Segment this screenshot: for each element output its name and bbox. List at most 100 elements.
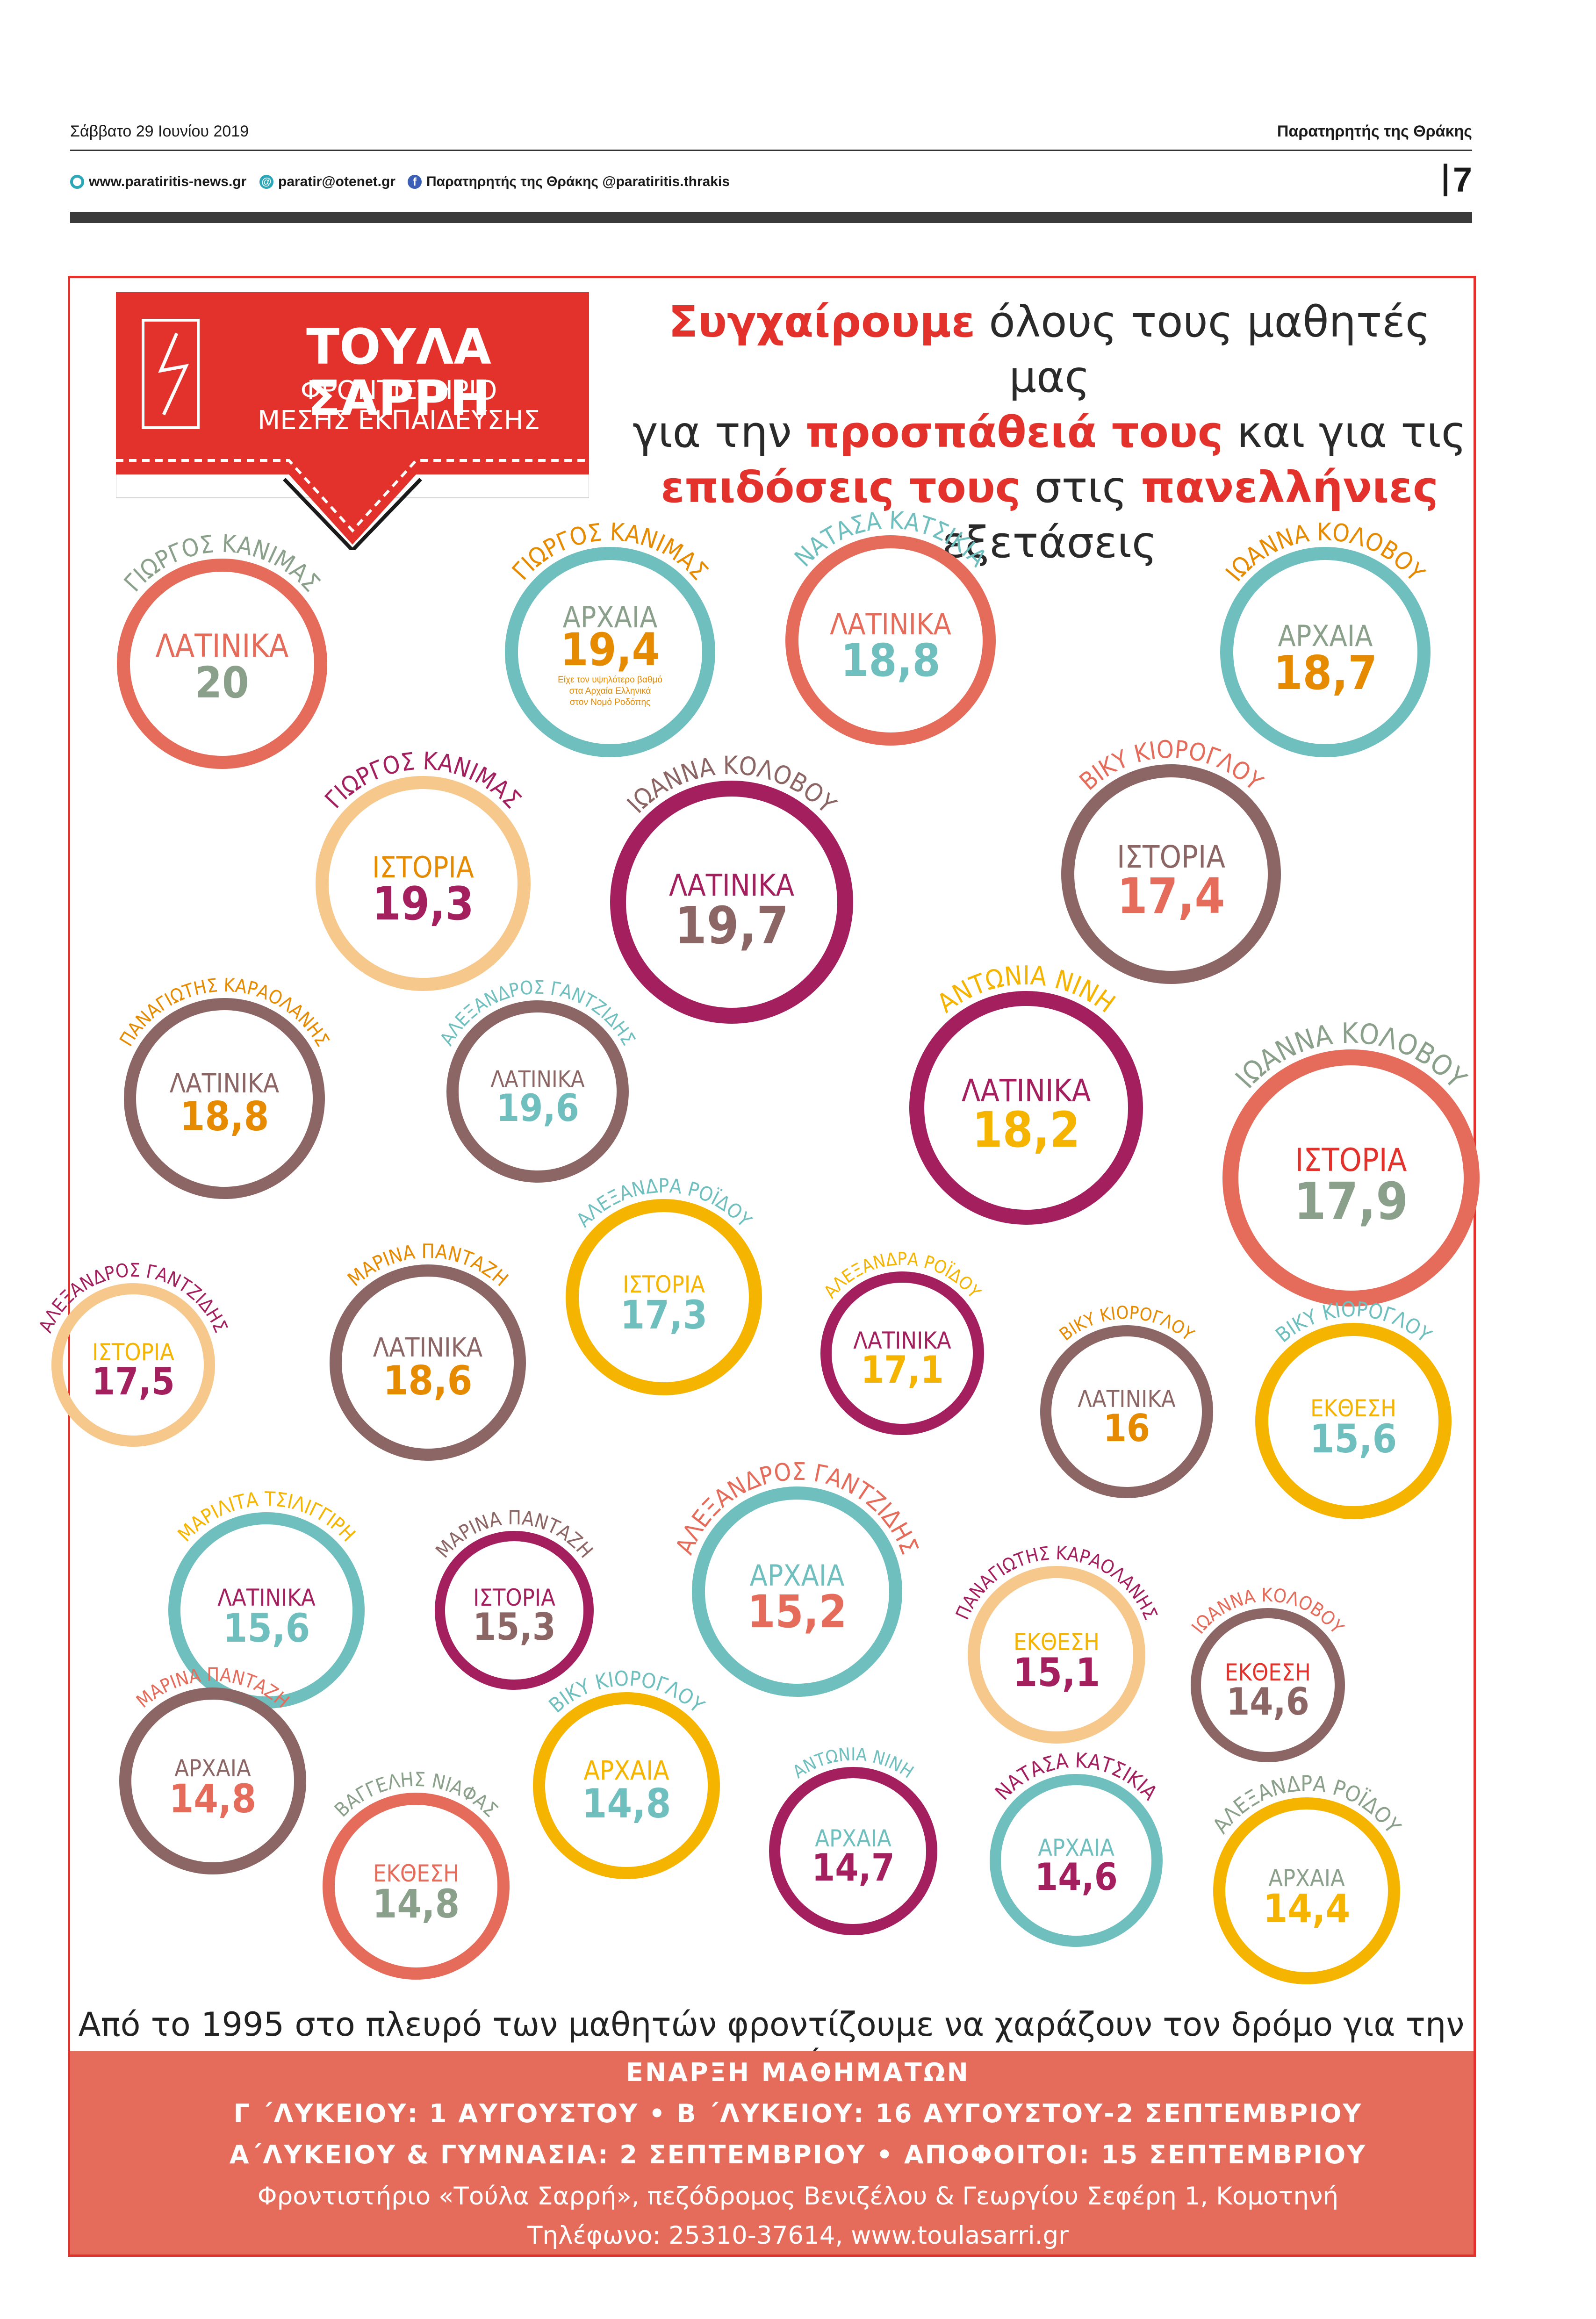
result-circle: ΒΑΓΓΕΛΗΣ ΝΙΑΦΑΣ ΕΚΘΕΣΗ 14,8 <box>280 1751 552 2022</box>
subject-label: ΙΣΤΟΡΙΑ <box>1295 1142 1407 1179</box>
subject-label: ΛΑΤΙΝΙΚΑ <box>1078 1385 1176 1413</box>
result-circle: ΑΝΤΩΝΙΑ ΝΙΝΗ ΑΡΧΑΙΑ 14,7 <box>727 1725 979 1977</box>
result-circle: ΝΑΤΑΣΑ ΚΑΤΣΙΚΙΑ ΑΡΧΑΙΑ 14,6 <box>948 1732 1205 1989</box>
result-circle: ΑΝΤΩΝΙΑ ΝΙΝΗ ΛΑΤΙΝΙΚΑ 18,2 <box>867 949 1185 1267</box>
score-value: 15,1 <box>1013 1649 1100 1695</box>
headline-emphasis: πανελλήνιες <box>1141 462 1438 512</box>
score-value: 17,4 <box>1117 867 1225 925</box>
result-ring <box>990 1774 1163 1947</box>
score-value: 14,4 <box>1263 1885 1351 1931</box>
headline-line3: επιδόσεις τους στις πανελλήνιες εξετάσει… <box>622 460 1477 570</box>
score-value: 16 <box>1103 1407 1150 1450</box>
facebook-contact[interactable]: f Παρατηρητής της Θράκης @paratiritis.th… <box>408 174 730 190</box>
score-value: 14,8 <box>169 1775 257 1822</box>
result-ring-graphic: ΒΙΚΥ ΚΙΟΡΟΓΛΟΥ <box>533 1667 720 1879</box>
headline-emphasis: επιδόσεις τους <box>661 462 1021 512</box>
subject-label: ΛΑΤΙΝΙΚΑ <box>853 1327 951 1354</box>
lightning-icon <box>158 332 189 416</box>
email-link[interactable]: paratir@otenet.gr <box>278 174 395 189</box>
result-ring <box>505 547 715 757</box>
result-ring <box>909 991 1143 1225</box>
result-ring-graphic: ΝΑΤΑΣΑ ΚΑΤΣΙΚΙΑ <box>990 1749 1163 1947</box>
result-ring-graphic: ΜΑΡΙΝΑ ΠΑΝΤΑΖΗ <box>431 1506 597 1690</box>
score-value: 17,9 <box>1294 1171 1409 1231</box>
score-value: 15,6 <box>223 1605 310 1651</box>
student-name: ΒΙΚΥ ΚΙΟΡΟΓΛΟΥ <box>1056 1302 1198 1345</box>
result-circle: ΒΙΚΥ ΚΙΟΡΟΓΛΟΥ ΕΚΘΕΣΗ 15,6 <box>1213 1281 1494 1561</box>
result-ring <box>533 1692 720 1879</box>
result-circle: ΝΑΤΑΣΑ ΚΑΤΣΙΚΙΑ ΛΑΤΙΝΙΚΑ 18,8 <box>743 493 1038 788</box>
result-ring <box>692 1486 902 1697</box>
logo-line1: ΦΡΟΝΤΙΣΤΗΡΙΟ <box>300 375 497 406</box>
result-circle: ΑΛΕΞΑΝΔΡΟΣ ΓΑΝΤΖΙΔΗΣ ΑΡΧΑΙΑ 15,2 <box>650 1444 944 1739</box>
logo-line2: ΜΕΣΗΣ ΕΚΠΑΙΔΕΥΣΗΣ <box>257 405 540 436</box>
subject-label: ΛΑΤΙΝΙΚΑ <box>373 1333 483 1364</box>
subject-label: ΛΑΤΙΝΙΚΑ <box>490 1066 585 1092</box>
result-ring-graphic: ΒΙΚΥ ΚΙΟΡΟΓΛΟΥ <box>1255 1298 1452 1519</box>
result-ring-graphic: ΜΑΡΙΝΑ ΠΑΝΤΑΖΗ <box>119 1664 306 1874</box>
result-ring <box>610 781 853 1024</box>
result-ring <box>820 1271 984 1435</box>
score-value: 18,8 <box>180 1093 269 1140</box>
facebook-link[interactable]: Παρατηρητής της Θράκης @paratiritis.thra… <box>426 174 730 189</box>
headline-text: όλους τους μαθητές μας <box>975 297 1431 402</box>
schedule-line1: Γ ΄ΛΥΚΕΙΟΥ: 1 ΑΥΓΟΥΣΤΟΥ • Β ΄ΛΥΚΕΙΟΥ: 16… <box>233 2099 1363 2128</box>
subject-label: ΑΡΧΑΙΑ <box>1038 1834 1114 1861</box>
score-value: 17,5 <box>92 1360 175 1403</box>
website-link[interactable]: www.paratiritis-news.gr <box>89 174 247 189</box>
score-value: 14,7 <box>812 1846 895 1889</box>
result-circle: ΒΙΚΥ ΚΙΟΡΟΓΛΟΥ ΑΡΧΑΙΑ 14,8 <box>491 1650 762 1921</box>
score-value: 20 <box>195 658 249 708</box>
result-circle: ΙΩΑΝΝΑ ΚΟΛΟΒΟΥ ΙΣΤΟΡΙΑ 17,9 <box>1180 1007 1522 1349</box>
score-value: 15,3 <box>473 1605 556 1649</box>
result-ring <box>446 1000 629 1183</box>
subject-label: ΛΑΤΙΝΙΚΑ <box>669 868 795 903</box>
score-value: 18,6 <box>383 1357 473 1404</box>
result-circle: ΑΛΕΞΑΝΔΡΟΣ ΓΑΝΤΖΙΔΗΣ ΙΣΤΟΡΙΑ 17,5 <box>9 1241 257 1489</box>
logo-name: ΤΟΥΛΑ ΣΑΡΡΗ <box>306 318 491 427</box>
student-name: ΒΙΚΥ ΚΙΟΡΟΓΛΟΥ <box>1271 1298 1436 1348</box>
result-ring-graphic: ΑΛΕΞΑΝΔΡΑ ΡΟΪΔΟΥ <box>1208 1771 1406 1984</box>
schedule-title: ΕΝΑΡΞΗ ΜΑΘΗΜΑΤΩΝ <box>626 2058 970 2087</box>
result-ring <box>968 1566 1145 1744</box>
result-circle: ΙΩΑΝΝΑ ΚΟΛΟΒΟΥ ΛΑΤΙΝΙΚΑ 19,7 <box>568 739 895 1066</box>
headline-line2: για την προσπάθειά τους και για τις <box>622 405 1477 460</box>
result-ring <box>785 535 996 746</box>
email-contact[interactable]: @ paratir@otenet.gr <box>259 174 395 190</box>
subject-label: ΑΡΧΑΙΑ <box>815 1824 891 1852</box>
subject-label: ΛΑΤΙΝΙΚΑ <box>217 1584 316 1611</box>
student-name: ΑΝΤΩΝΙΑ ΝΙΝΗ <box>932 961 1121 1019</box>
result-ring-graphic: ΑΛΕΞΑΝΔΡΟΣ ΓΑΝΤΖΙΔΗΣ <box>35 1260 231 1447</box>
result-circle: ΑΛΕΞΑΝΔΡΑ ΡΟΪΔΟΥ ΛΑΤΙΝΙΚΑ 17,1 <box>778 1229 1026 1477</box>
tutoring-school-logo: ΤΟΥΛΑ ΣΑΡΡΗ ΦΡΟΝΤΙΣΤΗΡΙΟ ΜΕΣΗΣ ΕΚΠΑΙΔΕΥΣ… <box>115 292 590 553</box>
result-ring <box>323 1793 510 1980</box>
result-circle: ΒΙΚΥ ΚΙΟΡΟΓΛΟΥ ΙΣΤΟΡΙΑ 17,4 <box>1019 722 1323 1026</box>
result-ring-graphic: ΙΩΑΝΝΑ ΚΟΛΟΒΟΥ <box>1222 1017 1480 1307</box>
result-circle: ΓΙΩΡΓΟΣ ΚΑΝΙΜΑΣ ΛΑΤΙΝΙΚΑ 20 <box>75 517 369 811</box>
result-ring-graphic: ΜΑΡΙΝΑ ΠΑΝΤΑΖΗ <box>330 1240 526 1461</box>
facebook-icon: f <box>408 175 422 189</box>
score-value: 17,1 <box>861 1348 944 1392</box>
result-ring <box>1213 1797 1400 1984</box>
result-ring <box>119 1687 306 1874</box>
issue-date: Σάββατο 29 Ιουνίου 2019 <box>70 122 249 140</box>
score-value: 14,6 <box>1226 1680 1309 1723</box>
result-ring-graphic: ΑΛΕΞΑΝΔΡΟΣ ΓΑΝΤΖΙΔΗΣ <box>436 977 639 1183</box>
result-ring-graphic: ΠΑΝΑΓΙΩΤΗΣ ΚΑΡΑΟΛΑΝΗΣ <box>952 1543 1161 1744</box>
headline-text: εξετάσεις <box>942 517 1157 567</box>
school-contact: Τηλέφωνο: 25310-37614, www.toulasarri.gr <box>527 2221 1069 2250</box>
score-value: 14,8 <box>582 1780 671 1827</box>
headline-emphasis: προσπάθειά τους <box>805 407 1223 457</box>
result-ring <box>1255 1323 1452 1519</box>
score-value: 19,7 <box>674 895 789 955</box>
result-circle: ΒΙΚΥ ΚΙΟΡΟΓΛΟΥ ΛΑΤΙΝΙΚΑ 16 <box>998 1283 1255 1540</box>
result-ring <box>316 776 531 991</box>
result-ring-graphic: ΓΙΩΡΓΟΣ ΚΑΝΙΜΑΣ <box>505 518 715 757</box>
subject-label: ΙΣΤΟΡΙΑ <box>92 1338 174 1366</box>
website-contact[interactable]: www.paratiritis-news.gr <box>70 174 246 190</box>
result-ring-graphic: ΓΙΩΡΓΟΣ ΚΑΝΙΜΑΣ <box>316 747 531 991</box>
subject-label: ΙΣΤΟΡΙΑ <box>372 850 474 884</box>
headline-emphasis: Συγχαίρουμε <box>669 297 976 347</box>
subject-label: ΑΡΧΑΙΑ <box>562 600 658 634</box>
at-icon: @ <box>259 175 273 189</box>
